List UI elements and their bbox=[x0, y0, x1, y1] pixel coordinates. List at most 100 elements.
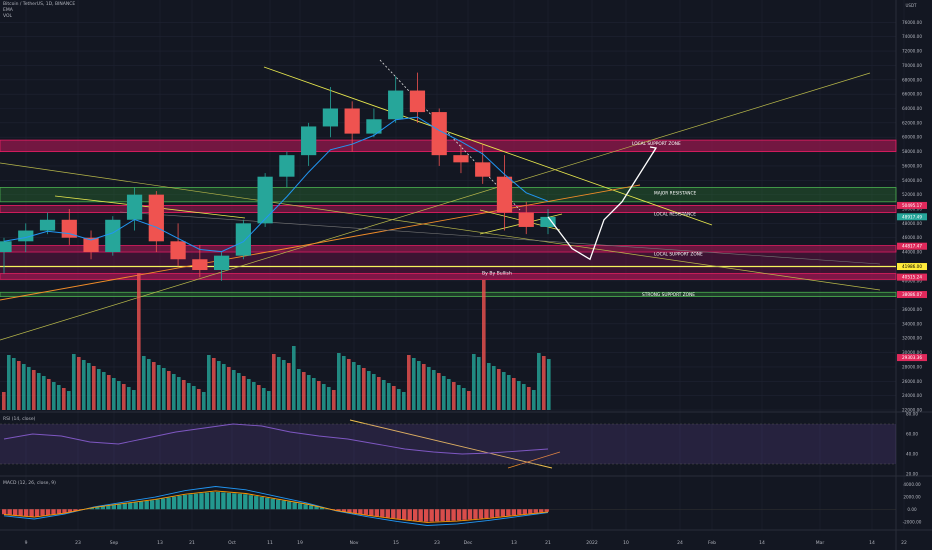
candle-body bbox=[431, 112, 447, 156]
volume-bar bbox=[537, 353, 541, 410]
zone-label: LOCAL SUPPORT ZONE bbox=[654, 252, 703, 258]
vol-indicator-label[interactable]: VOL bbox=[3, 14, 13, 19]
volume-bar bbox=[137, 273, 141, 410]
volume-bar bbox=[497, 369, 501, 410]
candle-body bbox=[409, 90, 426, 113]
trendline bbox=[507, 451, 561, 469]
volume-bar bbox=[87, 363, 91, 410]
time-axis[interactable]: 9 23 Sep 13 21 Oct 11 19 Nov 15 23 Dec 13 21 2022 10 24 F… bbox=[25, 540, 907, 546]
macd-hist-bar bbox=[511, 509, 517, 516]
volume-bar bbox=[107, 375, 111, 410]
time-tick: 22 bbox=[901, 540, 907, 546]
volume-bar bbox=[37, 373, 41, 410]
time-tick: 13 bbox=[511, 540, 517, 546]
volume-bar bbox=[152, 362, 156, 410]
time-tick: Sep bbox=[110, 540, 119, 546]
volume-bars bbox=[2, 273, 551, 410]
macd-hist-bar bbox=[440, 509, 445, 522]
time-tick: 14 bbox=[759, 540, 765, 546]
volume-bar bbox=[522, 384, 526, 410]
volume-bar bbox=[317, 381, 321, 410]
price-marker bbox=[897, 263, 927, 271]
time-tick: 10 bbox=[623, 540, 629, 546]
forecast-line bbox=[547, 147, 657, 261]
volume-bar bbox=[437, 373, 441, 410]
macd-hist-bar bbox=[539, 509, 544, 513]
candle-body bbox=[540, 216, 556, 227]
volume-bar bbox=[77, 357, 81, 410]
volume-bar bbox=[207, 355, 211, 410]
candle-body bbox=[148, 194, 164, 242]
volume-bar bbox=[167, 371, 171, 410]
price-axis[interactable]: USDT 76000.00 74000.00 72000.00 70000.00 6800… bbox=[897, 3, 927, 524]
volume-bar bbox=[57, 385, 61, 410]
volume-bar bbox=[337, 353, 341, 410]
trendline bbox=[119, 211, 881, 265]
time-tick: 11 bbox=[267, 540, 273, 546]
macd-hist-bar bbox=[276, 499, 281, 510]
candle-body bbox=[126, 194, 143, 220]
macd-hist-bar bbox=[95, 507, 100, 510]
time-tick: 2022 bbox=[586, 540, 598, 546]
volume-bar bbox=[147, 359, 151, 410]
macd-hist-bar bbox=[171, 496, 177, 510]
macd-hist-bar bbox=[500, 509, 506, 517]
volume-bar bbox=[487, 363, 491, 410]
macd-hist-bar bbox=[528, 509, 533, 514]
volume-bar bbox=[72, 354, 76, 410]
time-tick: 23 bbox=[75, 540, 81, 546]
macd-hist-bar bbox=[259, 496, 264, 510]
price-tick: 34000.00 bbox=[902, 321, 922, 326]
volume-bar bbox=[477, 357, 481, 410]
macd-hist-bar bbox=[34, 509, 40, 517]
major-resistance-zone bbox=[0, 187, 897, 203]
volume-bar bbox=[347, 359, 351, 410]
price-marker-text: 29303.36 bbox=[902, 355, 922, 360]
macd-hist-bar bbox=[456, 509, 462, 521]
price-tick: 50000.00 bbox=[902, 207, 922, 212]
macd-hist-bar bbox=[429, 509, 434, 522]
signal-line bbox=[3, 490, 549, 523]
volume-bar bbox=[517, 381, 521, 410]
macd-hist-bar bbox=[522, 509, 527, 515]
volume-bar bbox=[247, 379, 251, 410]
zone-label: LOCAL RESISTANCE bbox=[654, 212, 696, 218]
volume-bar bbox=[502, 372, 506, 410]
candle-body bbox=[279, 155, 295, 177]
macd-line bbox=[3, 486, 549, 526]
volume-bar bbox=[212, 358, 216, 410]
volume-bar bbox=[142, 356, 146, 410]
macd-hist-bar bbox=[478, 509, 484, 519]
local-support-zone bbox=[0, 245, 897, 253]
macd-hist-bar bbox=[445, 509, 451, 521]
volume-bar bbox=[27, 367, 31, 410]
macd-hist-bar bbox=[111, 504, 116, 510]
ema-indicator-label[interactable]: EMA bbox=[3, 8, 13, 13]
volume-bar bbox=[542, 356, 546, 410]
forecast-path bbox=[547, 146, 657, 261]
price-marker bbox=[897, 291, 927, 299]
macd-hist-bar bbox=[67, 509, 73, 512]
volume-bar bbox=[297, 369, 301, 410]
macd-hist-bar bbox=[286, 501, 292, 510]
volume-bar bbox=[312, 378, 316, 410]
macd-tick: 2000.00 bbox=[903, 494, 921, 499]
time-tick: 23 bbox=[434, 540, 440, 546]
price-tick: 48000.00 bbox=[902, 221, 922, 226]
volume-bar bbox=[242, 376, 246, 410]
macd-hist-bar bbox=[407, 509, 412, 521]
price-marker-text: 40515.24 bbox=[902, 275, 922, 280]
volume-bar bbox=[237, 373, 241, 410]
macd-tick: -2000.00 bbox=[903, 519, 922, 524]
macd-hist-bar bbox=[270, 498, 275, 510]
macd-hist-bar bbox=[29, 509, 34, 517]
macd-hist-bar bbox=[199, 493, 204, 510]
symbol-title[interactable]: Bitcoin / TetherUS, 1D, BINANCE bbox=[3, 2, 76, 7]
volume-bar bbox=[302, 372, 306, 410]
macd-label: MACD (12, 26, close, 9) bbox=[3, 480, 56, 486]
rsi-tick: 20.00 bbox=[906, 472, 918, 477]
time-tick: 19 bbox=[297, 540, 303, 546]
candle-body bbox=[18, 230, 34, 242]
macd-pane: MACD (12, 26, close, 9) bbox=[0, 480, 896, 526]
